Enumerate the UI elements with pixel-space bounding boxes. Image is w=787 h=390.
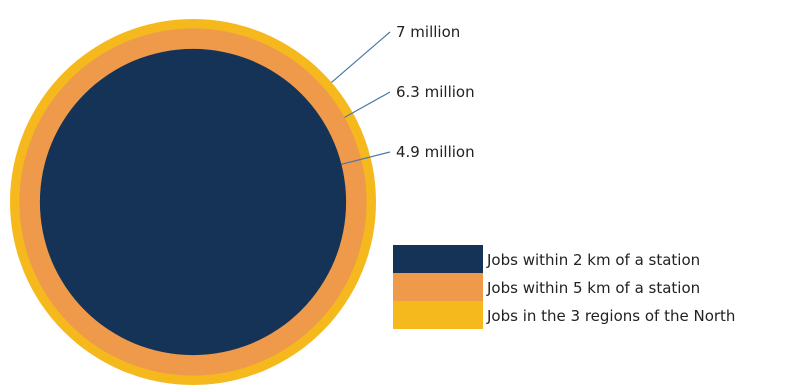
- leader-line-7-million: [331, 31, 391, 83]
- legend-swatch-jobs-within-2-km-of-a-station: [393, 245, 483, 273]
- circle-jobs-within-2-km-of-a-station: [39, 48, 347, 356]
- value-label-7-million: 7 million: [396, 23, 460, 41]
- leader-line-6-3-million: [344, 91, 391, 118]
- value-labels-group: 7 million 6.3 million 4.9 million: [396, 23, 475, 161]
- leader-lines-group: [331, 31, 391, 165]
- legend-label-jobs-in-the-3-regions-of-the-north: Jobs in the 3 regions of the North: [486, 307, 735, 325]
- circles-group: [10, 19, 376, 385]
- legend-swatch-jobs-within-5-km-of-a-station: [393, 273, 483, 301]
- legend-label-jobs-within-5-km-of-a-station: Jobs within 5 km of a station: [486, 279, 700, 297]
- legend-label-jobs-within-2-km-of-a-station: Jobs within 2 km of a station: [486, 251, 700, 269]
- chart-legend: Jobs within 2 km of a station Jobs within…: [393, 245, 735, 329]
- legend-swatch-jobs-in-the-3-regions-of-the-north: [393, 301, 483, 329]
- leader-line-4-9-million: [341, 151, 391, 165]
- value-label-4-9-million: 4.9 million: [396, 143, 475, 161]
- value-label-6-3-million: 6.3 million: [396, 83, 475, 101]
